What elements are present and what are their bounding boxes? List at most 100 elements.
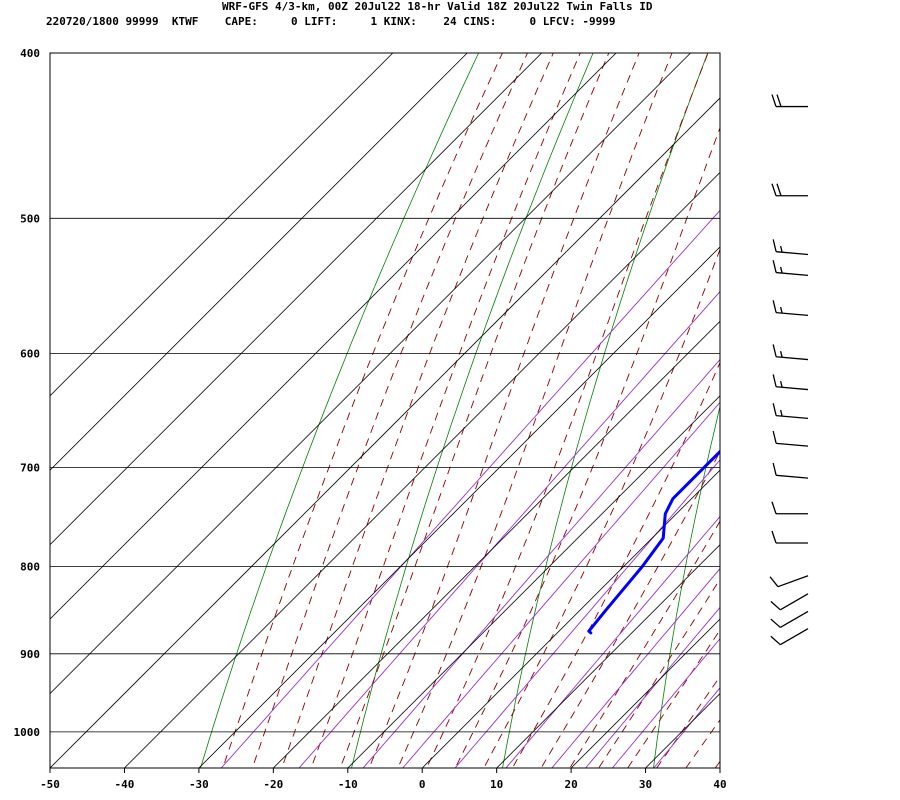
pressure-tick-label: 400 xyxy=(20,47,40,60)
moist-adiabat xyxy=(540,450,720,768)
temp-tick-label: -10 xyxy=(338,778,358,791)
wind-barb xyxy=(770,593,809,611)
mixing-ratio-line xyxy=(585,606,720,768)
wind-barb-half-feather xyxy=(779,245,783,253)
wind-barb xyxy=(772,462,809,479)
isotherm xyxy=(347,395,720,768)
isotherm xyxy=(496,544,720,768)
moist-adiabat xyxy=(656,675,720,768)
wind-barb-feather xyxy=(769,576,779,588)
temperature-trace xyxy=(780,98,900,632)
isotherm xyxy=(50,53,691,695)
moist-adiabat xyxy=(310,53,581,768)
moist-adiabat xyxy=(598,578,720,768)
plot-frame xyxy=(49,52,721,769)
wind-barb xyxy=(771,183,808,197)
temp-tick-label: 30 xyxy=(639,778,652,791)
wind-barb-feather xyxy=(771,501,777,514)
wind-barb-half-feather xyxy=(779,306,783,314)
moist-adiabat xyxy=(569,520,720,768)
wind-barb-feather xyxy=(772,462,777,476)
moist-adiabat xyxy=(251,53,528,768)
wind-barb xyxy=(769,575,809,588)
wind-barb xyxy=(772,403,809,420)
dewpoint-trace xyxy=(587,449,720,635)
wind-barb-feather xyxy=(772,403,777,416)
dry-adiabat xyxy=(653,404,720,768)
wind-barb-shaft xyxy=(776,311,809,317)
temp-tick-label: -40 xyxy=(115,778,135,791)
pressure-tick-label: 500 xyxy=(20,212,40,225)
wind-barb xyxy=(770,610,809,629)
moist-adiabat xyxy=(339,53,610,768)
moist-adiabat xyxy=(714,760,720,768)
wind-barb-feather xyxy=(772,300,777,313)
wind-barb-shaft xyxy=(777,575,809,588)
wind-barb-shaft xyxy=(776,386,809,391)
wind-barb-half-feather xyxy=(779,350,783,358)
isotherm xyxy=(198,246,720,768)
isotherm xyxy=(421,469,720,768)
wind-barb xyxy=(772,260,809,276)
mixing-ratio-line xyxy=(551,567,720,768)
wind-barb-half-feather xyxy=(779,266,783,274)
wind-barb-feather xyxy=(771,530,777,544)
isotherm xyxy=(273,320,720,768)
pressure-tick-label: 700 xyxy=(20,462,40,475)
mixing-ratio-line xyxy=(653,687,720,768)
wind-barb xyxy=(771,530,808,544)
wind-barb xyxy=(771,501,808,515)
wind-barb-shaft xyxy=(776,442,809,447)
dry-adiabat xyxy=(351,53,594,768)
dry-adiabat xyxy=(502,53,709,768)
wind-barb-shaft xyxy=(779,593,809,611)
mixing-ratio-line xyxy=(220,209,720,768)
wind-barb-half-feather xyxy=(779,380,783,388)
wind-barb-shaft xyxy=(776,414,809,420)
header-title-line: WRF-GFS 4/3-km, 00Z 20Jul22 18-hr Valid … xyxy=(222,0,653,13)
pressure-tick-label: 1000 xyxy=(14,726,41,739)
wind-barb-feather xyxy=(776,94,782,107)
mixing-ratio-line xyxy=(454,459,720,768)
wind-barb-shaft xyxy=(779,628,809,646)
isotherm xyxy=(570,618,720,768)
header-indices-line: 220720/1800 99999 KTWF CAPE: 0 LIFT: 1 K… xyxy=(46,15,616,28)
temp-tick-label: -50 xyxy=(40,778,60,791)
wind-barb xyxy=(772,300,809,317)
wind-barb-feather xyxy=(770,618,781,628)
pressure-tick-label: 600 xyxy=(20,347,40,360)
wind-barb-shaft xyxy=(776,271,809,276)
dry-adiabat xyxy=(802,0,900,800)
mixing-ratio-line xyxy=(505,515,720,768)
moist-adiabat xyxy=(511,361,720,768)
sounding-traces xyxy=(587,98,900,635)
isotherm xyxy=(50,97,720,768)
wind-barb xyxy=(772,374,809,391)
temp-tick-label: 40 xyxy=(713,778,726,791)
moist-adiabat xyxy=(627,629,720,768)
moist-adiabat xyxy=(685,719,720,768)
axis-tick-labels: 400 500 600 700 800 900 1000 -50 -40 -30 -20 -10 0 10… xyxy=(14,47,727,791)
wind-barb-column xyxy=(769,94,809,646)
mixing-ratio-line xyxy=(402,401,720,768)
isotherm xyxy=(50,53,617,620)
wind-barb xyxy=(771,94,808,108)
wind-barb-feather xyxy=(772,239,777,252)
wind-barb-feather xyxy=(772,374,777,387)
pressure-tick-label: 900 xyxy=(20,648,40,661)
moist-adiabat xyxy=(720,0,900,800)
moist-adiabat xyxy=(454,126,720,768)
wind-barb xyxy=(772,344,809,361)
temp-tick-label: -20 xyxy=(263,778,283,791)
wind-barb-feather xyxy=(770,635,781,646)
wind-barb-feather xyxy=(770,600,781,611)
temp-tick-label: 0 xyxy=(419,778,426,791)
moist-adiabat xyxy=(483,248,720,768)
moist-adiabat xyxy=(368,53,640,768)
temp-tick-label: 20 xyxy=(564,778,577,791)
wind-barb-shaft xyxy=(776,251,809,256)
moist-adiabat xyxy=(222,53,503,768)
wind-barb-feather xyxy=(772,260,777,273)
sounding-header: WRF-GFS 4/3-km, 00Z 20Jul22 18-hr Valid … xyxy=(0,0,900,34)
